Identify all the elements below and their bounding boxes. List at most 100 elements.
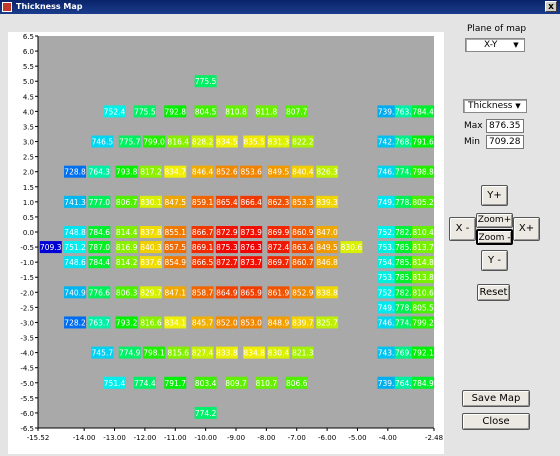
save-map-button[interactable]: Save Map xyxy=(462,390,530,407)
y-minus-button[interactable]: Y - xyxy=(481,250,508,271)
heatmap-cell xyxy=(39,241,62,254)
heatmap-cell xyxy=(377,241,400,254)
heatmap-cell-label: 840.4 xyxy=(292,168,314,177)
zoom-in-button[interactable]: Zoom+ xyxy=(476,213,513,228)
heatmap-cell xyxy=(215,346,238,359)
measure-select[interactable]: Thickness ▼ xyxy=(463,99,527,113)
heatmap-cell xyxy=(103,105,126,118)
heatmap-cell xyxy=(316,165,339,178)
heatmap-cell xyxy=(164,105,187,118)
heatmap-cell xyxy=(377,135,400,148)
heatmap-cell-label: 763.7 xyxy=(395,107,417,116)
heatmap-cell xyxy=(412,271,435,284)
heatmap-cell-label: 752.0 xyxy=(378,228,400,237)
heatmap-cell-label: 807.7 xyxy=(286,107,308,116)
heatmap-cell xyxy=(115,286,138,299)
heatmap-cell-label: 749.7 xyxy=(378,303,400,312)
heatmap-cell-label: 806.3 xyxy=(116,288,138,297)
heatmap-cell xyxy=(164,241,187,254)
heatmap-cell-label: 778.6 xyxy=(395,303,417,312)
heatmap-cell-label: 859.1 xyxy=(192,198,214,207)
max-input[interactable]: 876.35 xyxy=(486,119,524,133)
heatmap-cell-label: 814.4 xyxy=(116,228,138,237)
heatmap-cell-label: 826.3 xyxy=(316,168,338,177)
heatmap-cell xyxy=(88,316,111,329)
y-tick-label: -1.0 xyxy=(20,259,34,267)
heatmap-cell xyxy=(64,165,87,178)
heatmap-cell xyxy=(291,316,314,329)
heatmap-cell xyxy=(64,316,87,329)
y-tick-label: -2.5 xyxy=(20,304,34,312)
heatmap-cell xyxy=(377,346,400,359)
y-tick-label: 0.5 xyxy=(23,214,34,222)
reset-button[interactable]: Reset xyxy=(477,284,510,301)
heatmap-cell-label: 846.8 xyxy=(316,258,338,267)
heatmap-cell-label: 839.3 xyxy=(316,198,338,207)
heatmap-cell-label: 775.5 xyxy=(134,107,156,116)
heatmap-cell xyxy=(377,226,400,238)
plane-select-value: X-Y xyxy=(484,40,498,50)
heatmap-cell-label: 865.4 xyxy=(216,198,238,207)
y-tick-label: 6.0 xyxy=(23,48,34,56)
heatmap-cell-label: 739.7 xyxy=(378,379,400,388)
heatmap-cell xyxy=(194,105,217,118)
heatmap-cell xyxy=(394,286,417,299)
chevron-down-icon: ▼ xyxy=(513,41,519,49)
plane-select[interactable]: X-Y ▼ xyxy=(465,38,525,52)
heatmap-cell-label: 849.5 xyxy=(268,168,290,177)
max-label: Max xyxy=(464,121,483,131)
heatmap-cell xyxy=(88,226,111,238)
min-input[interactable]: 709.28 xyxy=(486,135,524,149)
heatmap-cell-label: 834.1 xyxy=(165,318,187,327)
y-tick-label: -0.5 xyxy=(20,244,34,252)
heatmap-cell-label: 822.2 xyxy=(292,138,314,147)
y-plus-button[interactable]: Y+ xyxy=(481,185,508,206)
heatmap-cell-label: 865.9 xyxy=(240,288,262,297)
heatmap-cell xyxy=(167,135,190,148)
heatmap-cell-label: 828.2 xyxy=(192,138,214,147)
heatmap-cell-label: 742.7 xyxy=(378,138,400,147)
heatmap-cell-label: 830.6 xyxy=(341,243,363,252)
x-tick-label: -2.48 xyxy=(425,434,443,442)
heatmap-cell-label: 784.4 xyxy=(89,258,111,267)
heatmap-cell-label: 849.5 xyxy=(316,243,338,252)
heatmap-cell xyxy=(377,376,400,389)
x-plus-button[interactable]: X+ xyxy=(513,217,540,241)
heatmap-cell-label: 869.7 xyxy=(268,258,290,267)
heatmap-cell-label: 858.7 xyxy=(192,288,214,297)
heatmap-cell xyxy=(88,256,111,269)
heatmap-cell-label: 847.5 xyxy=(165,198,187,207)
heatmap-cell xyxy=(394,256,417,269)
heatmap-cell-label: 821.3 xyxy=(292,349,314,358)
close-button-bottom[interactable]: Close xyxy=(462,413,530,430)
window-title: Thickness Map xyxy=(16,2,83,11)
heatmap-cell-label: 785.4 xyxy=(395,258,417,267)
heatmap-cell-label: 792.8 xyxy=(165,107,187,116)
heatmap-cell-label: 855.1 xyxy=(165,228,187,237)
heatmap-cell-label: 805.2 xyxy=(412,198,434,207)
heatmap-cell xyxy=(394,135,417,148)
heatmap-cell xyxy=(215,226,238,238)
heatmap-cell xyxy=(88,286,111,299)
x-tick-label: -10.00 xyxy=(194,434,217,442)
heatmap-cell xyxy=(64,286,87,299)
heatmap-cell xyxy=(316,226,339,238)
x-minus-button[interactable]: X - xyxy=(449,217,476,241)
zoom-out-button[interactable]: Zoom - xyxy=(476,229,513,245)
close-button[interactable]: x xyxy=(545,1,557,12)
heatmap-cell-label: 863.4 xyxy=(292,243,314,252)
y-tick-label: 1.0 xyxy=(23,199,34,207)
heatmap-cell xyxy=(394,271,417,284)
heatmap-cell xyxy=(240,195,263,208)
y-tick-label: 3.0 xyxy=(23,139,34,147)
heatmap-cell-label: 753.8 xyxy=(378,273,400,282)
heatmap-cell-label: 740.9 xyxy=(64,288,86,297)
y-tick-label: 5.5 xyxy=(23,63,34,71)
y-tick-label: 5.0 xyxy=(23,78,34,86)
heatmap-cell-label: 838.8 xyxy=(316,288,338,297)
heatmap-cell xyxy=(191,165,214,178)
y-tick-label: -4.0 xyxy=(20,350,34,358)
heatmap-cell-label: 787.0 xyxy=(89,243,111,252)
heatmap-cell-label: 866.5 xyxy=(192,258,214,267)
heatmap-cell-label: 825.7 xyxy=(316,318,338,327)
